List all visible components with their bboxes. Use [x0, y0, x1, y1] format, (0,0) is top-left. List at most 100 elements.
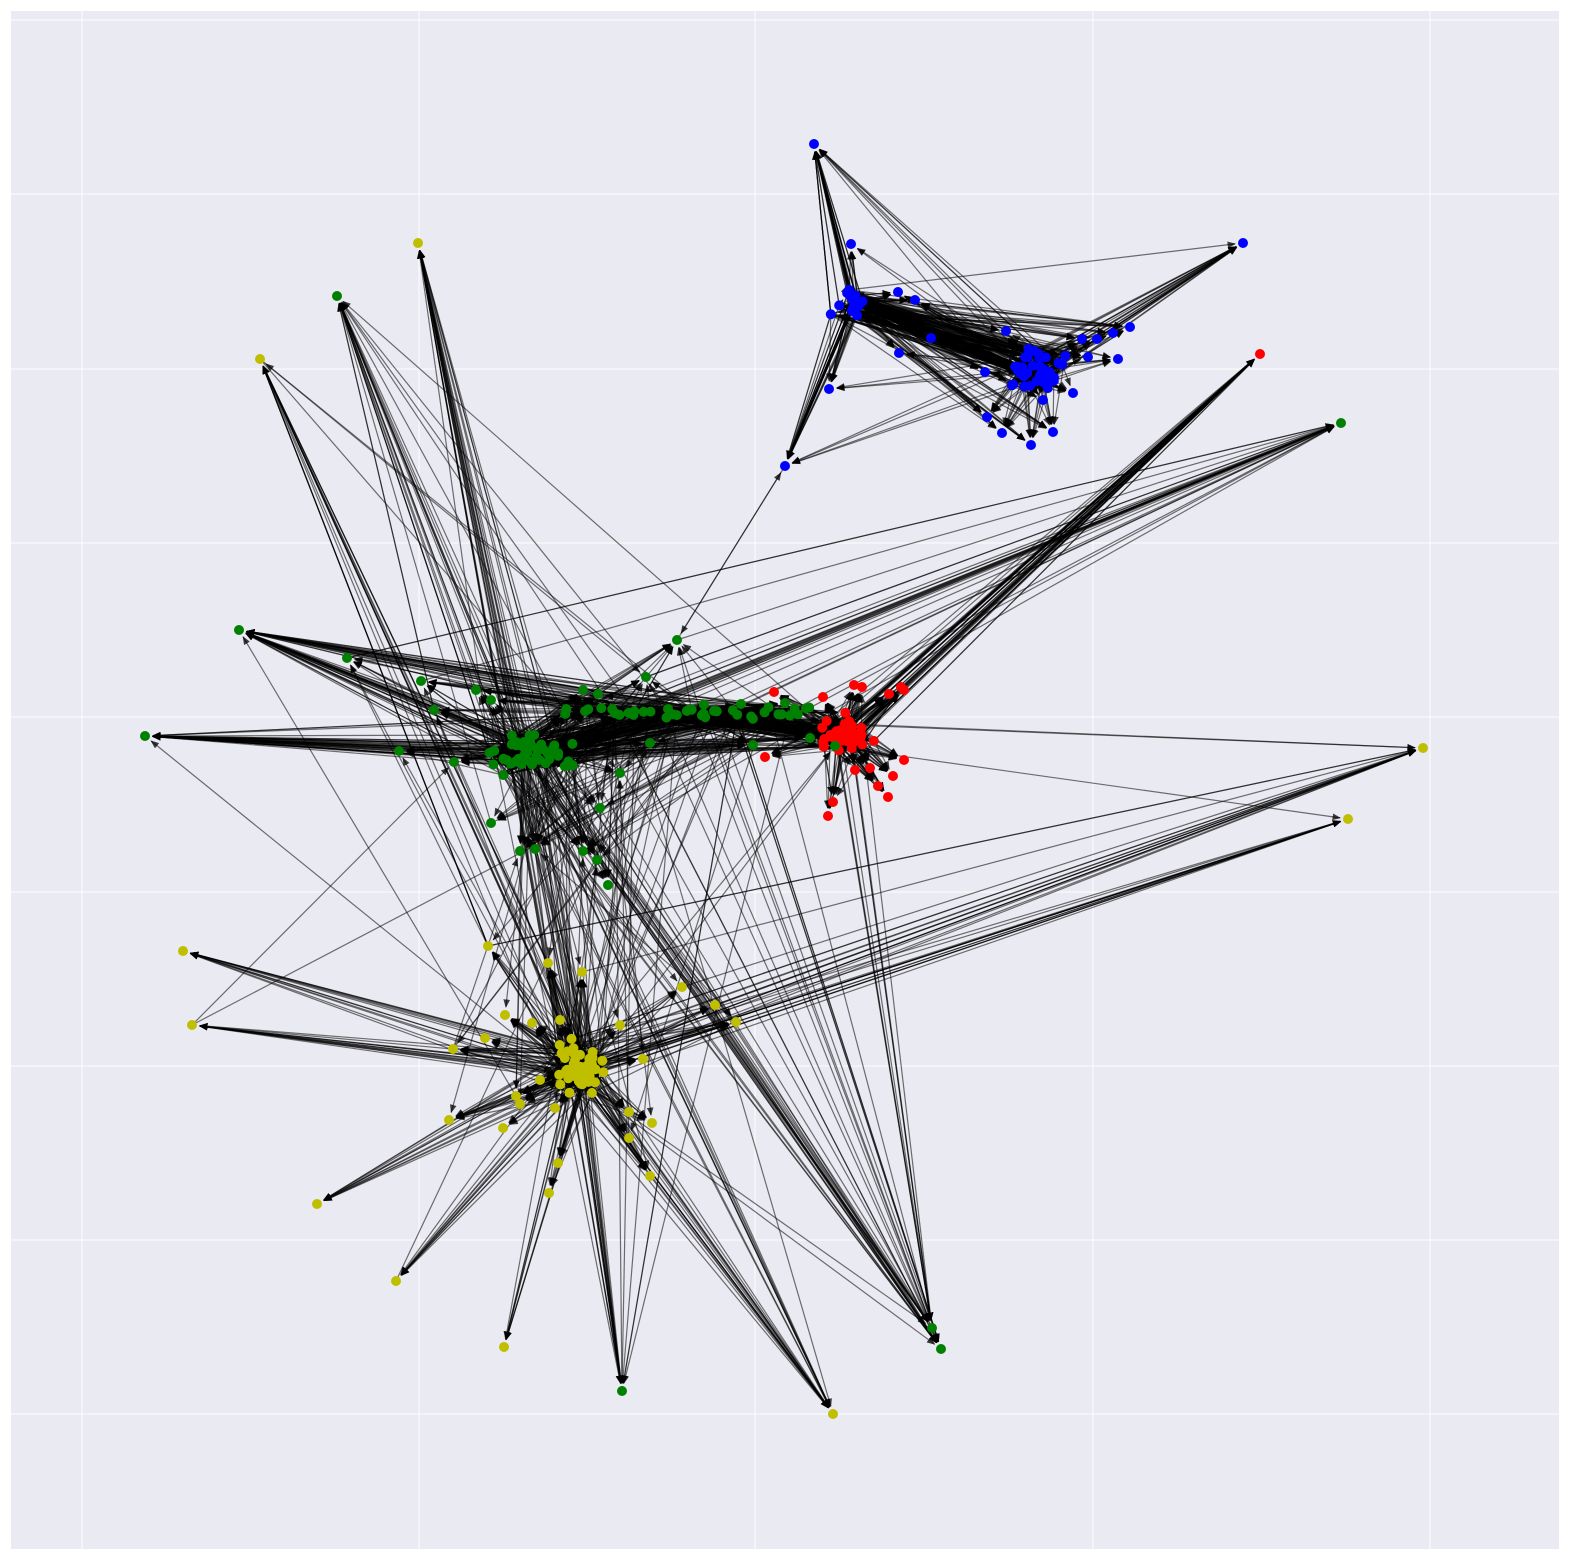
graph-edge	[493, 750, 937, 1344]
graph-edge	[245, 630, 616, 714]
graph-edge	[533, 425, 1335, 736]
graph-node-green	[506, 730, 517, 741]
graph-edge	[246, 629, 779, 715]
graph-edge	[592, 750, 1417, 1059]
graph-edge	[844, 358, 1255, 714]
graph-edge	[460, 1046, 564, 1056]
graph-edge	[815, 150, 864, 302]
graph-node-green	[488, 759, 499, 770]
graph-node-blue	[1048, 427, 1058, 437]
graph-node-blue	[894, 348, 904, 358]
graph-edge	[814, 150, 853, 297]
graph-edge	[649, 711, 939, 1343]
graph-node-blue	[980, 367, 990, 377]
graph-edge	[1043, 246, 1237, 370]
graph-edge	[852, 358, 1255, 744]
graph-node-red	[850, 765, 860, 775]
graph-edge	[855, 294, 1090, 340]
graph-node-yellow	[444, 1115, 454, 1125]
graph-node-yellow	[645, 1171, 655, 1181]
graph-edge	[786, 305, 840, 460]
graph-edge	[262, 365, 575, 1055]
graph-edge	[787, 296, 852, 460]
plot-background	[11, 11, 1559, 1549]
graph-edge	[567, 1077, 829, 1409]
graph-edge	[702, 713, 930, 1322]
graph-node-green	[498, 770, 509, 780]
graph-node-blue	[1010, 361, 1021, 372]
graph-node-green	[560, 708, 571, 719]
graph-node-yellow	[413, 238, 423, 248]
graph-node-yellow	[499, 1342, 509, 1352]
graph-edge	[772, 749, 839, 759]
graph-edge	[786, 314, 832, 460]
graph-edge	[682, 644, 783, 715]
graph-node-yellow	[550, 1103, 560, 1113]
graph-node-red	[1255, 349, 1265, 359]
graph-edge	[492, 763, 592, 856]
grid-lines	[11, 11, 1559, 1549]
graph-node-blue	[1068, 388, 1078, 398]
graph-edge	[1053, 360, 1112, 382]
graph-edge	[245, 632, 518, 743]
graph-node-green	[596, 703, 607, 714]
graph-edge	[873, 359, 1255, 742]
graph-node-yellow	[178, 946, 188, 956]
graph-node-blue	[1053, 358, 1064, 369]
graph-edge	[848, 289, 1048, 428]
graph-node-yellow	[391, 1276, 401, 1286]
graph-node-yellow	[187, 1020, 197, 1030]
graph-edge	[814, 150, 859, 303]
graph-edge	[548, 758, 938, 1343]
graph-node-green	[525, 736, 535, 747]
graph-node-green	[609, 708, 620, 718]
graph-node-yellow	[480, 1033, 490, 1043]
graph-edge	[594, 1082, 829, 1409]
graph-edge	[340, 302, 616, 714]
graph-edge	[838, 304, 1026, 441]
graph-node-green	[486, 818, 496, 828]
graph-edge	[582, 820, 1342, 1085]
graph-edge	[1049, 380, 1057, 425]
graph-node-green	[578, 685, 588, 695]
graph-edge	[566, 750, 1417, 1053]
graph-node-blue	[849, 295, 860, 305]
graph-node-yellow	[544, 1188, 554, 1198]
graph-edge	[852, 310, 1026, 441]
graph-node-red	[840, 707, 851, 718]
graph-node-yellow	[498, 1123, 508, 1133]
graph-node-blue	[1077, 334, 1087, 344]
graph-node-green	[489, 745, 500, 756]
graph-node-blue	[1038, 395, 1048, 405]
graph-node-green	[805, 733, 815, 743]
graph-edge	[844, 358, 1255, 725]
graph-edge	[849, 289, 1123, 329]
graph-node-green	[804, 702, 815, 713]
graph-node-red	[846, 720, 857, 731]
graph-node-yellow	[483, 941, 493, 951]
graph-node-blue	[926, 333, 936, 343]
graph-node-green	[342, 653, 352, 663]
graph-node-red	[818, 737, 829, 748]
graph-edge	[262, 365, 567, 1072]
graph-node-yellow	[543, 958, 553, 968]
graph-node-red	[888, 771, 898, 781]
graph-edge	[152, 733, 528, 749]
graph-edge	[1058, 246, 1238, 364]
graph-edge	[852, 308, 1047, 429]
graph-node-yellow	[555, 1079, 566, 1090]
graph-edge	[813, 151, 840, 306]
graph-node-green	[516, 759, 527, 769]
graph-edge	[691, 709, 930, 1322]
graph-edge	[787, 302, 855, 460]
graph-edge	[323, 1063, 574, 1201]
graph-node-yellow	[647, 1118, 657, 1128]
graph-edge	[400, 1083, 583, 1276]
graph-edge	[522, 425, 1335, 748]
graph-edge	[688, 425, 1335, 711]
graph-node-green	[140, 731, 150, 741]
graph-node-green	[617, 1386, 627, 1396]
graph-node-green	[773, 709, 784, 720]
graph-edge	[851, 296, 1048, 428]
